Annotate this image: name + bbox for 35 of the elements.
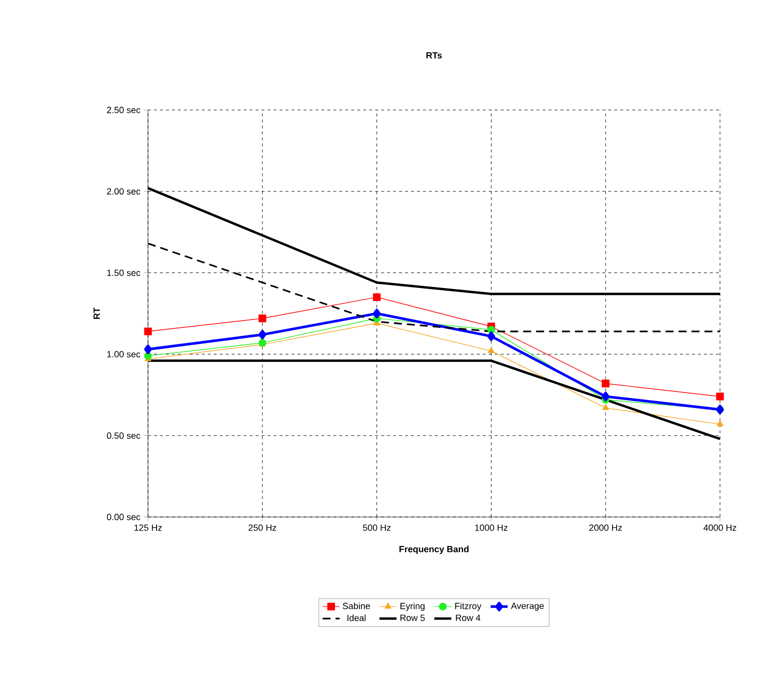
x-tick-label: 4000 Hz [704, 524, 736, 531]
x-tick-label: 500 Hz [362, 524, 391, 531]
point [258, 330, 266, 340]
y-tick-label: 1.00 sec [107, 351, 140, 358]
y-tick-label: 2.50 sec [107, 106, 140, 114]
point [144, 344, 152, 354]
y-tick-label: 2.00 sec [107, 188, 140, 195]
point [487, 332, 496, 342]
y-tick-label: 0.00 sec [106, 514, 140, 520]
legend-label: Sabine [342, 602, 370, 610]
x-tick-label: 125 Hz [134, 524, 162, 531]
legend-label: Ideal [347, 614, 366, 622]
x-tick-label: 250 Hz [248, 524, 276, 531]
point [258, 314, 266, 322]
y-tick-label: 1.50 sec [107, 270, 140, 276]
point [372, 293, 381, 302]
legend-label: Eyring [400, 602, 425, 611]
point [602, 392, 610, 402]
point [602, 404, 609, 410]
x-axis-title: Frequency Band [399, 546, 469, 554]
point [716, 420, 724, 426]
x-tick-label: 1000 Hz [475, 524, 508, 531]
legend-label: Row 5 [400, 614, 425, 621]
point [144, 328, 152, 336]
legend-label: Average [510, 602, 544, 611]
point [716, 392, 724, 400]
point [372, 308, 381, 318]
chart-title: RTs [426, 52, 442, 58]
y-axis-title: RT [94, 308, 100, 319]
point [602, 380, 610, 388]
point [488, 347, 495, 354]
y-tick-label: 0.50 sec [106, 432, 140, 439]
legend-label: Fitzroy [455, 602, 482, 611]
legend-label: Row 4 [456, 614, 480, 621]
x-tick-label: 2000 Hz [589, 524, 622, 531]
